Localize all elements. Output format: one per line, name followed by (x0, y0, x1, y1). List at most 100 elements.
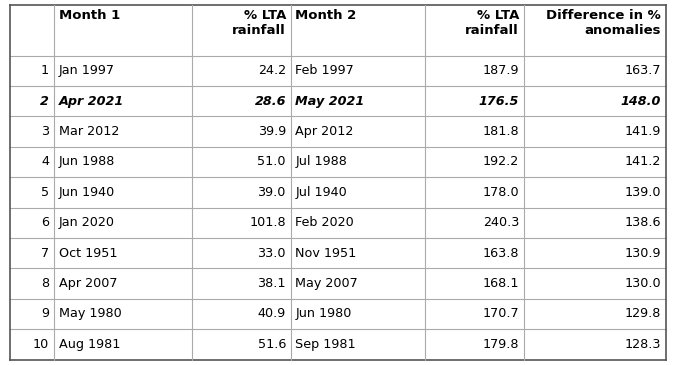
Text: 163.7: 163.7 (625, 64, 661, 77)
Text: 51.0: 51.0 (258, 155, 286, 169)
Text: 7: 7 (41, 247, 49, 260)
Bar (54, 268, 192, 299)
Text: May 1980: May 1980 (59, 307, 121, 320)
Text: Sep 1981: Sep 1981 (295, 338, 356, 351)
Text: 141.2: 141.2 (625, 155, 661, 169)
Bar (524, 116, 666, 147)
Bar (291, 238, 425, 268)
Bar (10, 268, 54, 299)
Text: 6: 6 (41, 216, 49, 229)
Bar (425, 116, 524, 147)
Bar (425, 55, 524, 86)
Bar (54, 299, 192, 329)
Bar (54, 147, 192, 177)
Bar (192, 268, 291, 299)
Bar (425, 329, 524, 360)
Text: Apr 2007: Apr 2007 (59, 277, 117, 290)
Bar (54, 177, 192, 208)
Text: 24.2: 24.2 (258, 64, 286, 77)
Bar (524, 177, 666, 208)
Bar (10, 238, 54, 268)
Bar (192, 147, 291, 177)
Text: 4: 4 (41, 155, 49, 169)
Bar (192, 208, 291, 238)
Text: 39.0: 39.0 (258, 186, 286, 199)
Bar (291, 116, 425, 147)
Text: Jun 1940: Jun 1940 (59, 186, 115, 199)
Bar (54, 238, 192, 268)
Text: 128.3: 128.3 (625, 338, 661, 351)
Bar (291, 177, 425, 208)
Bar (10, 5, 54, 55)
Text: Mar 2012: Mar 2012 (59, 125, 119, 138)
Text: Month 2: Month 2 (295, 9, 357, 22)
Bar (10, 329, 54, 360)
Text: 8: 8 (41, 277, 49, 290)
Bar (291, 208, 425, 238)
Bar (10, 177, 54, 208)
Text: Month 1: Month 1 (59, 9, 120, 22)
Text: 176.5: 176.5 (479, 95, 519, 108)
Bar (192, 116, 291, 147)
Text: 5: 5 (41, 186, 49, 199)
Text: Jul 1988: Jul 1988 (295, 155, 347, 169)
Text: 39.9: 39.9 (258, 125, 286, 138)
Text: 40.9: 40.9 (258, 307, 286, 320)
Text: 187.9: 187.9 (483, 64, 519, 77)
Bar (291, 299, 425, 329)
Text: 192.2: 192.2 (483, 155, 519, 169)
Bar (425, 208, 524, 238)
Bar (54, 116, 192, 147)
Text: Feb 2020: Feb 2020 (295, 216, 354, 229)
Bar (425, 268, 524, 299)
Bar (192, 329, 291, 360)
Text: Jan 2020: Jan 2020 (59, 216, 115, 229)
Bar (192, 55, 291, 86)
Text: 178.0: 178.0 (483, 186, 519, 199)
Text: 129.8: 129.8 (625, 307, 661, 320)
Text: 138.6: 138.6 (625, 216, 661, 229)
Text: 9: 9 (41, 307, 49, 320)
Text: May 2007: May 2007 (295, 277, 358, 290)
Bar (524, 208, 666, 238)
Bar (10, 116, 54, 147)
Text: Jun 1988: Jun 1988 (59, 155, 115, 169)
Text: 28.6: 28.6 (254, 95, 286, 108)
Bar (10, 86, 54, 116)
Text: 170.7: 170.7 (483, 307, 519, 320)
Bar (291, 55, 425, 86)
Bar (425, 238, 524, 268)
Bar (524, 329, 666, 360)
Text: 2: 2 (41, 95, 49, 108)
Bar (291, 147, 425, 177)
Text: 10: 10 (33, 338, 49, 351)
Text: 240.3: 240.3 (483, 216, 519, 229)
Bar (10, 147, 54, 177)
Bar (524, 55, 666, 86)
Text: 181.8: 181.8 (483, 125, 519, 138)
Text: Oct 1951: Oct 1951 (59, 247, 117, 260)
Text: 139.0: 139.0 (625, 186, 661, 199)
Text: 101.8: 101.8 (249, 216, 286, 229)
Bar (291, 268, 425, 299)
Text: % LTA
rainfall: % LTA rainfall (465, 9, 519, 37)
Text: Jan 1997: Jan 1997 (59, 64, 115, 77)
Text: Apr 2012: Apr 2012 (295, 125, 354, 138)
Bar (54, 208, 192, 238)
Text: Jun 1980: Jun 1980 (295, 307, 352, 320)
Text: 163.8: 163.8 (483, 247, 519, 260)
Text: 168.1: 168.1 (483, 277, 519, 290)
Text: Apr 2021: Apr 2021 (59, 95, 124, 108)
Bar (524, 86, 666, 116)
Bar (524, 268, 666, 299)
Text: Nov 1951: Nov 1951 (295, 247, 357, 260)
Text: Jul 1940: Jul 1940 (295, 186, 347, 199)
Text: 130.0: 130.0 (625, 277, 661, 290)
Bar (54, 329, 192, 360)
Bar (425, 147, 524, 177)
Text: 3: 3 (41, 125, 49, 138)
Text: 33.0: 33.0 (258, 247, 286, 260)
Text: Feb 1997: Feb 1997 (295, 64, 354, 77)
Bar (10, 55, 54, 86)
Bar (192, 86, 291, 116)
